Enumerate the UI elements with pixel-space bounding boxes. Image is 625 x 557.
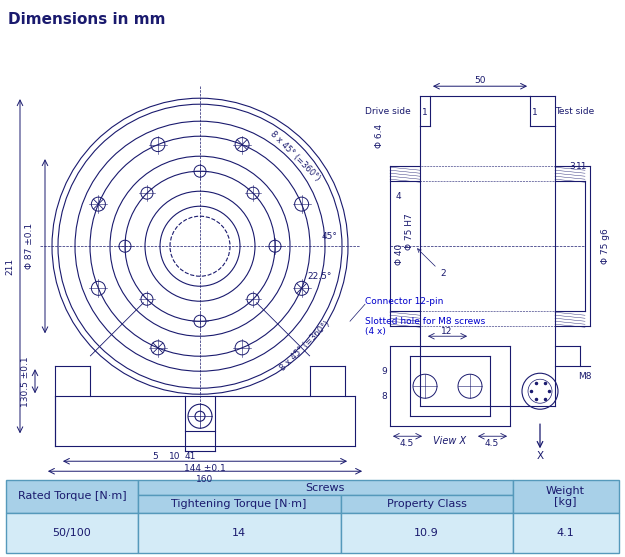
Text: Property Class: Property Class	[387, 499, 466, 509]
Text: 8 x 45° (=360°): 8 x 45° (=360°)	[278, 320, 332, 373]
Text: Φ 75 H7: Φ 75 H7	[406, 213, 414, 250]
Bar	[6, 512, 138, 553]
Text: Test side: Test side	[556, 107, 594, 116]
Bar	[6, 480, 138, 512]
Text: 14: 14	[232, 528, 246, 538]
Text: 8: 8	[381, 392, 387, 400]
Text: Rated Torque [N·m]: Rated Torque [N·m]	[18, 491, 126, 501]
Text: 1: 1	[532, 108, 538, 117]
Text: 5: 5	[152, 452, 158, 461]
Text: 11: 11	[576, 162, 587, 170]
Text: Φ 75 g6: Φ 75 g6	[601, 228, 609, 264]
Bar	[512, 512, 619, 553]
Text: 2: 2	[418, 249, 446, 278]
Text: 45°: 45°	[322, 232, 338, 241]
Text: 4.5: 4.5	[485, 439, 499, 448]
Text: 10.9: 10.9	[414, 528, 439, 538]
Text: 4.5: 4.5	[400, 439, 414, 448]
Text: Slotted hole for M8 screws: Slotted hole for M8 screws	[365, 317, 485, 326]
Text: Φ 87 ±0.1: Φ 87 ±0.1	[26, 223, 34, 269]
Text: 160: 160	[196, 475, 214, 483]
Text: 50/100: 50/100	[52, 528, 91, 538]
Text: Connector 12-pin: Connector 12-pin	[365, 297, 443, 306]
Text: 144 ±0.1: 144 ±0.1	[184, 464, 226, 473]
Text: Φ 40: Φ 40	[396, 243, 404, 265]
Text: Φ 6.4: Φ 6.4	[376, 124, 384, 148]
Text: 4: 4	[395, 192, 401, 201]
Bar	[512, 480, 619, 512]
Text: Drive side: Drive side	[365, 107, 411, 116]
Text: 41: 41	[184, 452, 196, 461]
Text: M8: M8	[578, 372, 592, 381]
Text: 4.1: 4.1	[557, 528, 574, 538]
Text: 10: 10	[169, 452, 181, 461]
Text: X: X	[536, 451, 544, 461]
Bar	[138, 512, 341, 553]
Text: 130.5 ±0.1: 130.5 ±0.1	[21, 356, 29, 407]
Text: 8 x 45° (=360°): 8 x 45° (=360°)	[268, 130, 322, 183]
Bar	[341, 512, 512, 553]
Text: 50: 50	[474, 76, 486, 85]
Text: View X: View X	[434, 436, 466, 446]
Text: Screws: Screws	[306, 482, 345, 492]
Bar	[341, 495, 512, 512]
Text: Weight
[kg]: Weight [kg]	[546, 486, 585, 507]
Text: Dimensions in mm: Dimensions in mm	[8, 12, 165, 27]
Text: 12: 12	[441, 327, 452, 336]
Text: 3: 3	[569, 162, 575, 170]
Bar	[138, 495, 341, 512]
Text: 22.5°: 22.5°	[308, 272, 332, 281]
Bar	[138, 480, 512, 495]
Text: 211: 211	[6, 258, 14, 275]
Text: 1: 1	[422, 108, 428, 117]
Text: 9: 9	[381, 367, 387, 376]
Text: Tightening Torque [N·m]: Tightening Torque [N·m]	[171, 499, 307, 509]
Text: (4 x): (4 x)	[365, 327, 386, 336]
